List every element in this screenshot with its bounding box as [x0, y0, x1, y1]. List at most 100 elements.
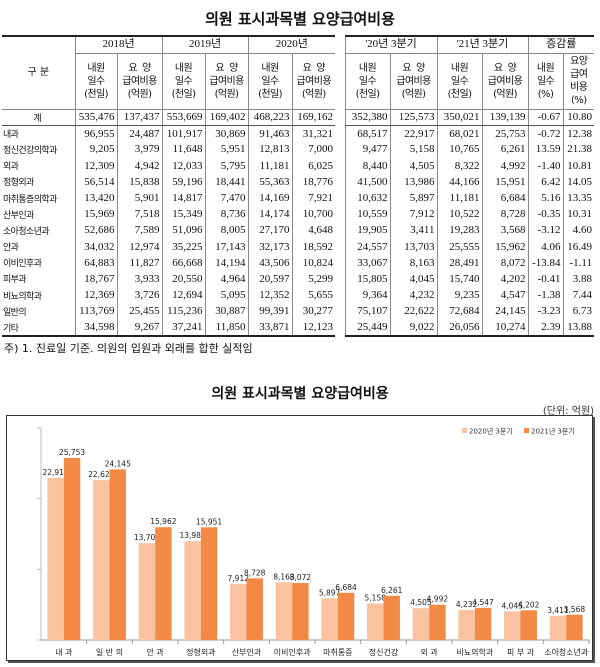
row-label: 기타: [2, 319, 76, 337]
cell: 8,728: [481, 206, 528, 223]
cell: 125,573: [389, 108, 437, 126]
cell: 9,205: [74, 141, 117, 158]
cell: 10,559: [344, 206, 390, 223]
cell: 3,933: [116, 270, 162, 288]
data-label: 24,145: [105, 459, 131, 468]
cell: -1.11: [562, 254, 594, 271]
cell: 15,740: [436, 270, 482, 288]
bar-chart: 22,917 25,753 내 과 22,622 24,145 일 반 의 13,703 15…: [37, 427, 590, 657]
cell: 32,173: [247, 238, 292, 255]
cell: -0.67: [527, 108, 563, 126]
cell: 19,283: [436, 222, 482, 239]
cell: 9,022: [389, 319, 437, 337]
table-row: 피부과 18,767 3,933 20,550 4,964 20,597 5,299 15,8…: [2, 270, 594, 288]
sub-header: 내원 일수 (%): [527, 53, 563, 110]
cell: 3,568: [481, 222, 528, 239]
cell: 8,322: [436, 157, 482, 174]
cell: 55,363: [247, 173, 292, 190]
bar: [429, 604, 446, 640]
header-label: 구 분: [2, 35, 76, 110]
table-row: 비뇨의학과 12,369 3,726 12,694 5,095 12,352 5,655 9,…: [2, 287, 594, 304]
data-label: 13,986: [179, 531, 205, 540]
cell: 7.44: [562, 287, 594, 304]
cell: 113,769: [74, 303, 117, 320]
data-label: 4,232: [456, 600, 478, 609]
cell: 44,166: [436, 173, 482, 190]
data-label: 6,684: [335, 583, 357, 592]
table-row: 마취통증의학과 13,420 5,901 14,817 7,470 14,169 7,921…: [2, 189, 594, 207]
table-row: 정신건강의학과 9,205 3,979 11,648 5,951 12,813 7,000 9…: [2, 141, 594, 158]
cell: 10,765: [436, 141, 482, 158]
sub-header: 요 양 급여비용 (억원): [389, 53, 437, 110]
bar: [200, 527, 218, 640]
cell: 30,869: [204, 125, 248, 142]
data-label: 4,202: [518, 600, 540, 609]
cell: -3.12: [527, 222, 563, 239]
bar: [155, 527, 172, 640]
cost-table: 구 분 2018년 2019년 2020년 '20년 3분기 '21년 3분기 증감률 내원 일…: [2, 35, 594, 337]
bar: [520, 610, 537, 640]
cell: 10.81: [562, 157, 594, 174]
cell: 137,437: [116, 108, 162, 126]
cell: 4.60: [562, 222, 594, 239]
data-label: 5,158: [365, 594, 387, 603]
table-row: 안과 34,032 12,974 35,225 17,143 32,173 18,592 24…: [2, 238, 594, 255]
cell: 10.31: [562, 206, 594, 223]
cell: 5.16: [527, 189, 563, 207]
cell: 12,123: [291, 319, 335, 337]
category-label: 정형외과: [186, 647, 216, 657]
cell: -1.40: [527, 157, 563, 174]
row-label: 정신건강의학과: [2, 141, 76, 158]
sub-header: 요 양 급여비용 (억원): [204, 53, 248, 110]
cell: 52,686: [74, 222, 117, 239]
cell: 8,163: [389, 254, 437, 271]
cell: 99,391: [247, 303, 292, 320]
cell: 15,349: [161, 206, 205, 223]
group-header: 2020년: [247, 35, 335, 54]
bar: [230, 584, 247, 640]
cell: 27,170: [247, 222, 292, 239]
cell: 24,487: [116, 125, 162, 142]
cell: 553,669: [161, 108, 205, 126]
cell: 12,352: [247, 287, 292, 304]
cell: 169,402: [204, 108, 248, 126]
cell: 59,196: [161, 173, 205, 190]
cell: 16.49: [562, 238, 594, 255]
cell: 9,477: [344, 141, 390, 158]
sub-header: 요 양 급여비용 (억원): [116, 53, 162, 110]
cell: 4,202: [481, 270, 528, 288]
cell: 3.88: [562, 270, 594, 288]
sub-header: 내원 일수 (천일): [161, 53, 205, 110]
cell: 9,364: [344, 287, 390, 304]
data-label: 22,622: [88, 470, 114, 479]
cell: 13,420: [74, 189, 117, 207]
cell: 12,813: [247, 141, 292, 158]
cell: 14.05: [562, 173, 594, 190]
cell: 9,267: [116, 319, 162, 337]
cell: 7,470: [204, 189, 248, 207]
bar: [566, 614, 583, 640]
cell: 4,942: [116, 157, 162, 174]
cell: 468,223: [247, 108, 292, 126]
table-row: 일반의 113,769 25,455 115,236 30,887 99,391 30,27…: [2, 303, 594, 320]
cell: 4.06: [527, 238, 563, 255]
sub-header: 내원 일수 (천일): [344, 53, 390, 110]
cell: 13,986: [389, 173, 437, 190]
cell: 3,726: [116, 287, 162, 304]
cell: 31,321: [291, 125, 335, 142]
bar: [275, 582, 293, 640]
data-label: 6,261: [381, 586, 403, 595]
bar: [184, 541, 201, 640]
cell: 115,236: [161, 303, 205, 320]
bar: [474, 607, 492, 640]
sub-header: 내원 일수 (천일): [247, 53, 292, 110]
cell: 13,703: [389, 238, 437, 255]
table-note: 주) 1. 진료일 기준. 의원의 입원과 외래를 합한 실적임: [4, 342, 253, 355]
bar: [504, 611, 521, 640]
bar: [412, 608, 430, 640]
cell: 18,776: [291, 173, 335, 190]
cell: 6,025: [291, 157, 335, 174]
legend-label: 2020년 3분기: [469, 427, 513, 436]
cell: 5,655: [291, 287, 335, 304]
cell: 25,449: [344, 319, 390, 337]
